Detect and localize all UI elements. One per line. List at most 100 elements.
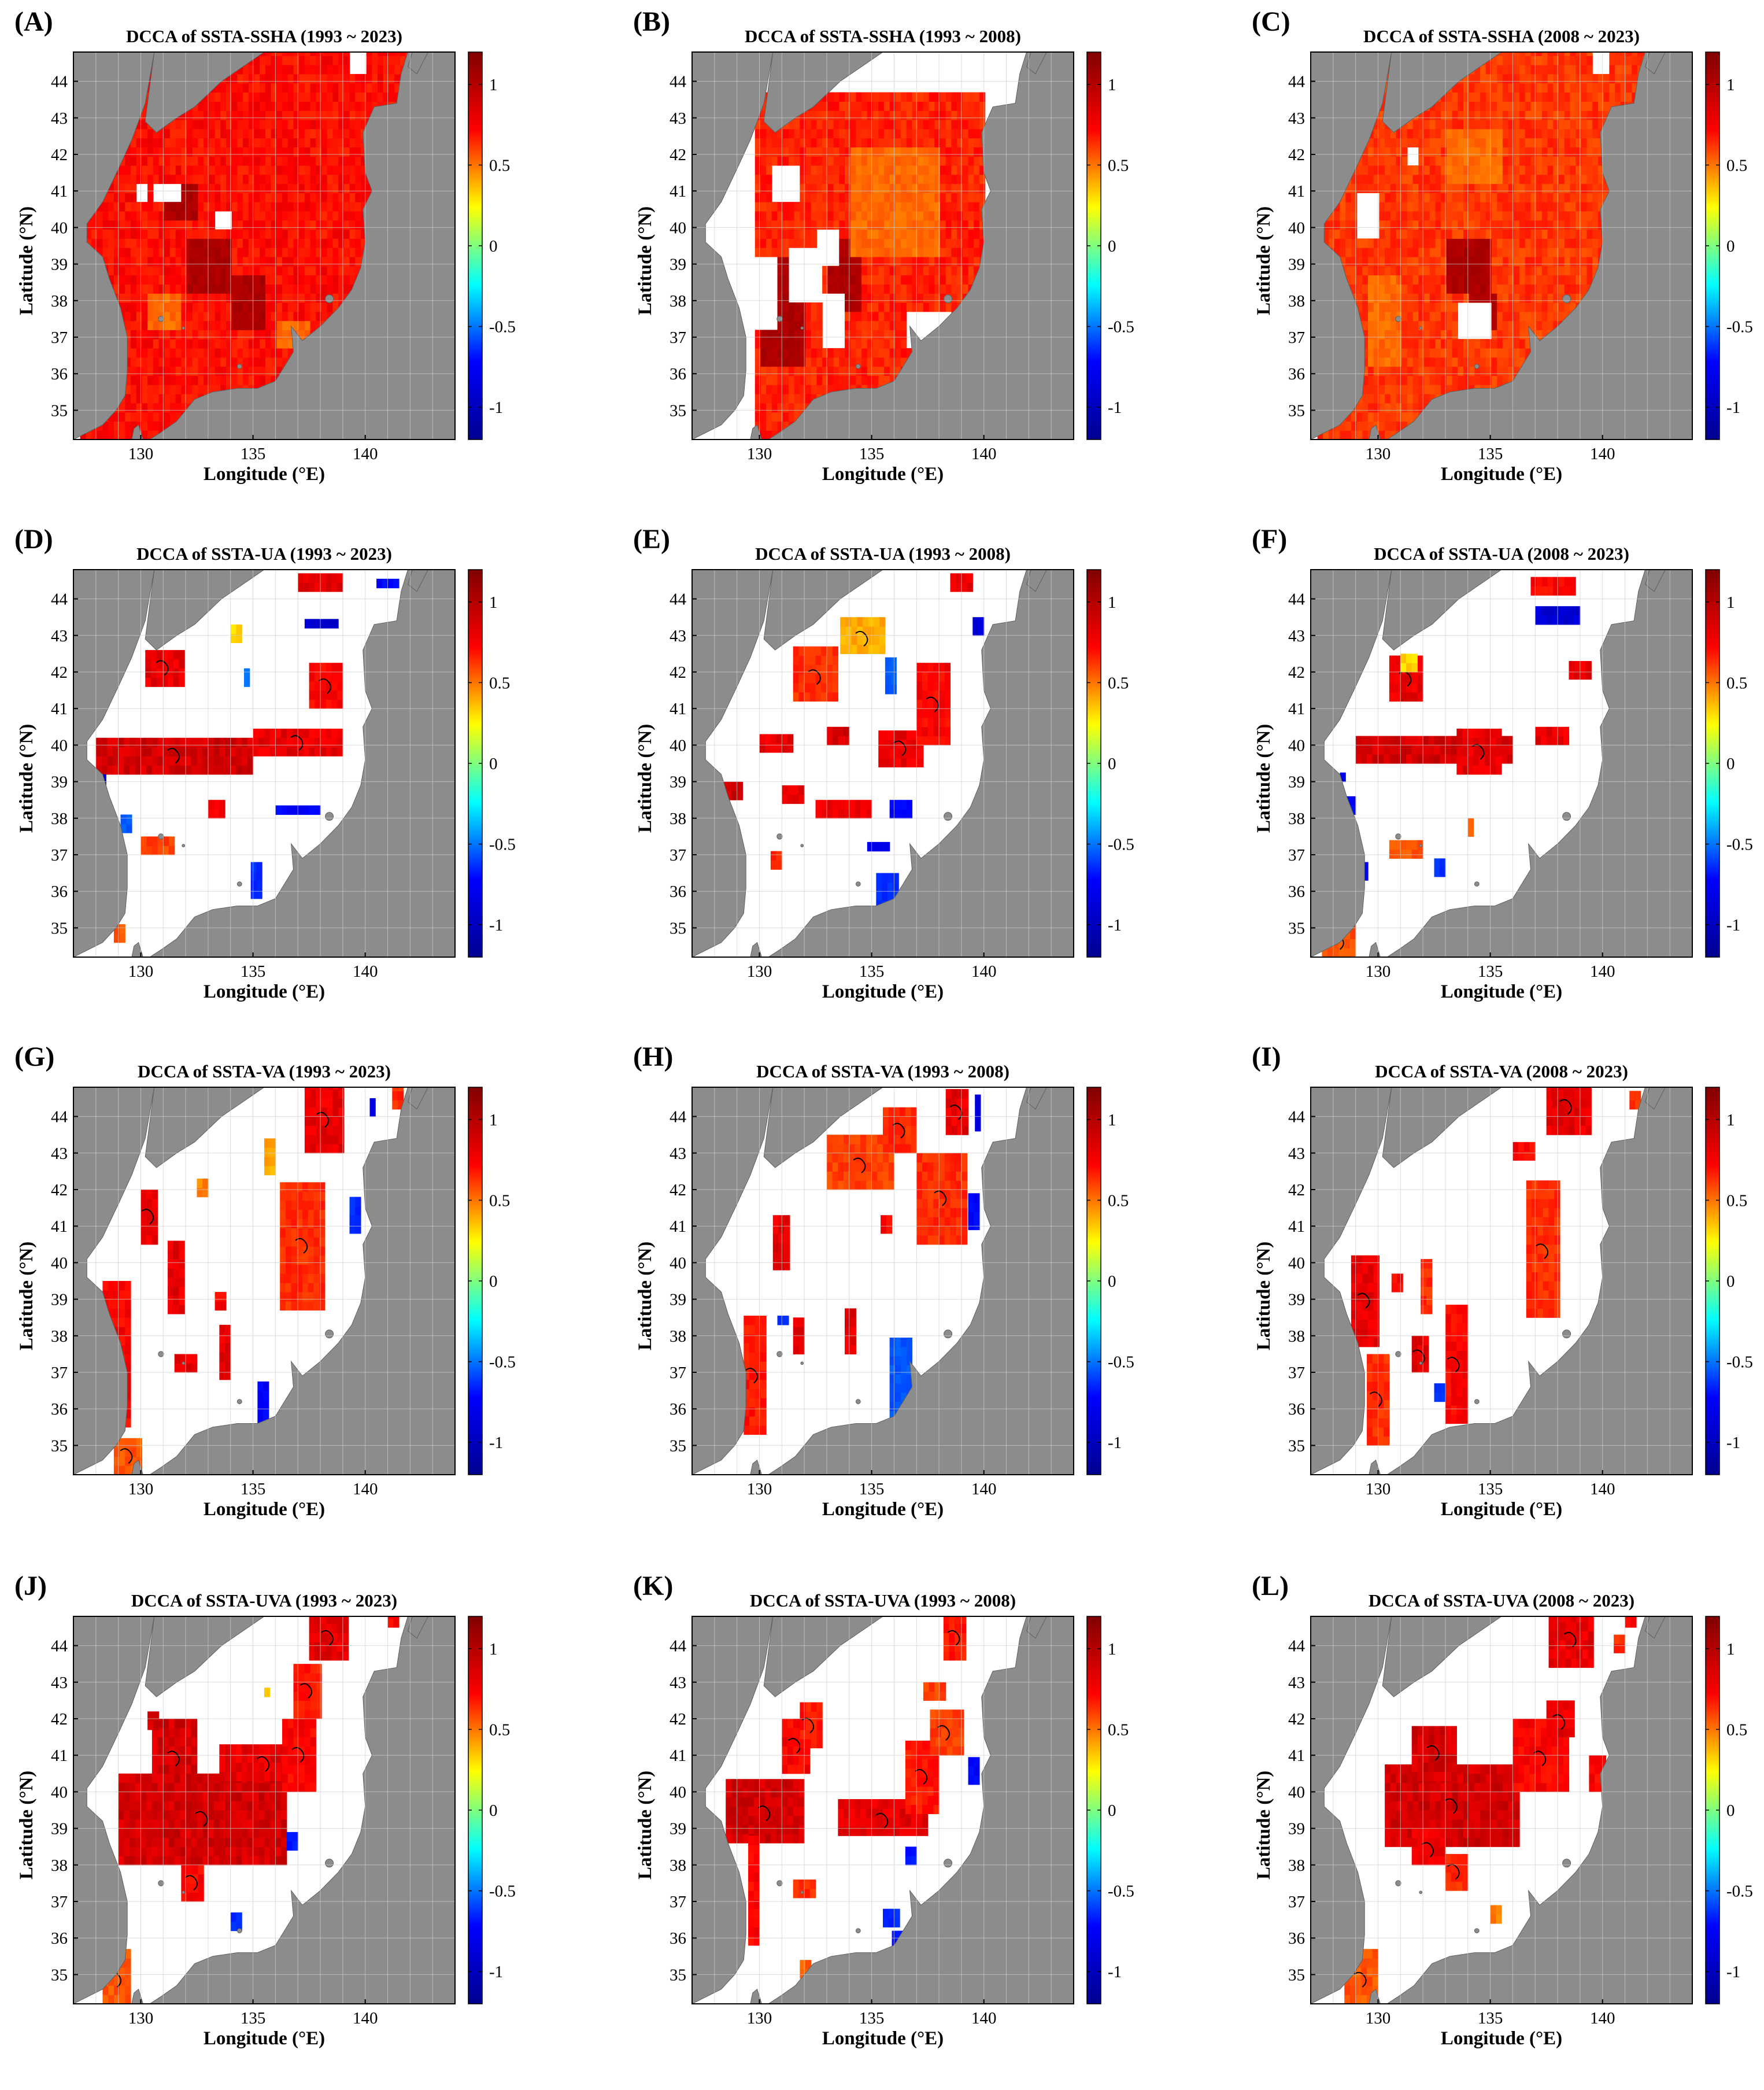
dcca-cell [355, 183, 361, 193]
dcca-cell [1368, 147, 1374, 157]
dcca-cell [276, 238, 283, 248]
dcca-cell [962, 165, 969, 175]
dcca-cell [338, 83, 345, 93]
dcca-cell [287, 265, 294, 276]
dcca-cell [777, 229, 783, 239]
dcca-cell [338, 220, 345, 230]
dcca-cell [310, 320, 316, 330]
dcca-cell [861, 138, 868, 147]
dcca-cell [108, 248, 114, 257]
dcca-cell [974, 119, 980, 130]
dcca-cell [131, 256, 137, 267]
y-tick-label: 36 [51, 365, 68, 383]
dcca-cell [293, 128, 299, 139]
dcca-cell [1385, 284, 1391, 294]
dcca-cell [321, 229, 328, 239]
dcca-cell [260, 211, 266, 221]
dcca-cell [1368, 284, 1374, 294]
dcca-cell [1412, 293, 1419, 303]
dcca-cell [125, 393, 131, 404]
dcca-cell [237, 193, 243, 202]
dcca-cell [327, 73, 334, 84]
dcca-cell [198, 284, 204, 294]
dcca-cell [271, 65, 277, 75]
dcca-cell [316, 293, 322, 303]
dcca-cell [929, 202, 935, 212]
dcca-cell [1351, 248, 1358, 257]
dcca-cell [142, 366, 148, 376]
dcca-cell [158, 366, 165, 376]
dcca-cell [265, 366, 272, 376]
dcca-cell [164, 265, 171, 276]
dcca-cell [1373, 357, 1380, 367]
dcca-cell [125, 248, 131, 257]
dcca-cell [136, 238, 143, 248]
dcca-cell [360, 174, 367, 184]
dcca-cell [783, 238, 789, 248]
dcca-cell [366, 73, 372, 84]
dcca-cell [856, 174, 862, 184]
dcca-cell [175, 330, 182, 339]
dcca-cell [771, 330, 778, 339]
dcca-cell [929, 101, 935, 111]
dcca-cell [136, 202, 143, 212]
dcca-cell [856, 248, 862, 257]
dcca-cell [979, 165, 986, 175]
dcca-cell [800, 147, 806, 157]
dcca-cell [1418, 357, 1425, 367]
dcca-cell [360, 101, 367, 111]
dcca-cell [1418, 238, 1425, 248]
dcca-cell [901, 193, 907, 202]
dcca-cell [287, 339, 294, 349]
dcca-cell [338, 265, 345, 276]
dcca-cell [231, 211, 238, 221]
dcca-cell [856, 128, 862, 139]
dcca-cell [321, 165, 328, 175]
dcca-cell [788, 302, 795, 312]
dcca-cell [187, 248, 193, 257]
dcca-cell [248, 211, 255, 221]
dcca-cell [945, 174, 952, 184]
island [855, 364, 861, 369]
dcca-cell [1345, 220, 1352, 230]
dcca-cell [243, 311, 249, 322]
dcca-cell [287, 248, 294, 257]
dcca-cell [265, 193, 272, 202]
dcca-cell [304, 101, 311, 111]
dcca-cell [940, 147, 946, 157]
y-tick-label: 42 [51, 146, 68, 164]
dcca-cell [1385, 357, 1391, 367]
dcca-cell [220, 293, 227, 303]
dcca-cell [861, 238, 868, 248]
dcca-cell [142, 174, 148, 184]
dcca-cell [243, 302, 249, 312]
dcca-cell [360, 119, 367, 130]
dcca-cell [940, 138, 946, 147]
dcca-cell [850, 92, 857, 102]
dcca-cell [136, 348, 143, 358]
dcca-cell [845, 357, 851, 367]
dcca-cell [1407, 211, 1414, 221]
dcca-cell [895, 339, 901, 349]
dcca-cell [131, 193, 137, 202]
dcca-cell [1407, 357, 1414, 367]
dcca-cell [378, 65, 384, 75]
dcca-cell [1401, 229, 1408, 239]
dcca-cell [136, 293, 143, 303]
dcca-cell [187, 238, 193, 248]
dcca-cell [827, 357, 834, 367]
dcca-cell [125, 183, 131, 193]
dcca-cell [929, 183, 935, 193]
dcca-cell [945, 202, 952, 212]
dcca-cell [343, 92, 350, 102]
dcca-cell [231, 183, 238, 193]
dcca-cell [1401, 348, 1408, 358]
dcca-cell [260, 156, 266, 166]
dcca-cell [895, 128, 901, 139]
dcca-cell [805, 375, 812, 385]
dcca-cell [923, 248, 930, 257]
dcca-cell [811, 174, 818, 184]
dcca-cell [1356, 174, 1363, 184]
dcca-cell [131, 238, 137, 248]
dcca-cell [142, 138, 148, 147]
